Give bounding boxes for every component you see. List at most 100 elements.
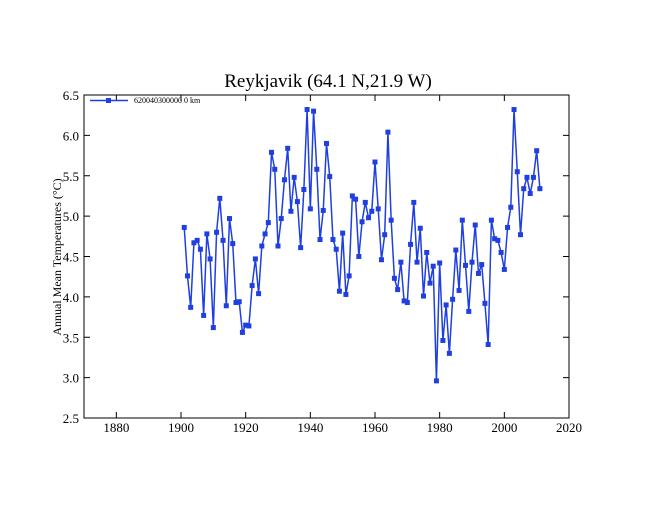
data-point: [324, 140, 329, 146]
data-point: [191, 240, 197, 246]
data-point: [294, 199, 300, 205]
data-point: [291, 174, 297, 180]
data-point: [236, 299, 242, 305]
y-tick-label: 2.5: [63, 411, 79, 426]
legend: 620040300000 0 km: [90, 96, 201, 105]
data-point: [440, 337, 446, 343]
data-point: [197, 246, 203, 252]
data-point: [378, 257, 384, 263]
data-point: [210, 325, 216, 331]
data-point: [482, 300, 488, 306]
y-tick-label: 6.0: [63, 128, 79, 143]
y-axis-label: Annual Mean Temperatures (°C): [50, 178, 64, 335]
data-point: [230, 241, 236, 247]
x-tick-label: 1900: [168, 420, 194, 435]
data-point: [256, 291, 262, 297]
data-point: [285, 145, 291, 151]
data-point: [437, 260, 443, 266]
data-point: [265, 220, 271, 226]
data-point: [414, 259, 420, 265]
data-point: [336, 288, 342, 294]
data-point: [446, 350, 452, 356]
data-point: [524, 174, 530, 180]
data-point: [382, 232, 388, 238]
data-point: [466, 308, 472, 314]
data-point: [188, 304, 194, 310]
y-tick-label: 5.5: [63, 169, 79, 184]
data-point: [459, 217, 465, 223]
data-point: [417, 225, 423, 231]
data-point: [521, 186, 527, 192]
data-point: [469, 259, 475, 265]
series-line: [183, 108, 541, 382]
data-point: [184, 273, 190, 279]
y-tick-label: 3.0: [63, 371, 79, 386]
data-point: [340, 230, 346, 236]
data-point: [249, 283, 255, 289]
legend-label: 620040300000 0 km: [134, 96, 201, 105]
data-point: [479, 262, 485, 268]
x-tick-label: 1880: [103, 420, 129, 435]
data-point: [388, 217, 394, 223]
data-point: [304, 107, 310, 113]
data-point: [534, 148, 540, 154]
data-point: [385, 129, 391, 135]
data-point: [356, 254, 362, 259]
data-point: [204, 231, 210, 237]
data-point: [398, 259, 404, 265]
data-point: [463, 262, 469, 268]
data-point: [252, 256, 258, 262]
data-point: [194, 237, 200, 243]
data-point: [301, 186, 307, 192]
data-point: [505, 224, 511, 230]
y-axis: 2.5 3.0 3.5 4.0 4.5 5.0 5.5 6.0 6.5: [63, 88, 569, 426]
data-point: [223, 303, 229, 309]
data-point: [518, 232, 523, 238]
data-point: [472, 222, 478, 228]
data-point: [333, 246, 339, 252]
x-tick-label: 1920: [233, 420, 259, 435]
data-point: [537, 186, 543, 192]
data-point: [201, 312, 207, 318]
data-point: [492, 236, 498, 242]
data-point: [314, 166, 320, 172]
data-point: [456, 287, 462, 293]
data-point: [346, 273, 352, 279]
data-point: [353, 196, 359, 202]
data-point: [343, 291, 349, 297]
data-point: [443, 302, 449, 308]
data-point: [272, 166, 278, 172]
data-point: [514, 169, 520, 175]
data-point: [278, 216, 284, 222]
data-point: [485, 342, 491, 348]
data-point: [259, 243, 265, 249]
chart-title: Reykjavik (64.1 N,21.9 W): [224, 71, 432, 92]
data-point: [366, 215, 372, 221]
data-point: [453, 247, 459, 253]
data-point: [375, 206, 381, 212]
data-point: [511, 107, 517, 113]
data-point: [401, 298, 407, 304]
x-tick-label: 2000: [491, 420, 517, 435]
data-point: [317, 237, 323, 243]
data-point: [369, 208, 375, 214]
data-point: [450, 296, 456, 302]
data-point: [359, 219, 365, 225]
y-tick-label: 6.5: [63, 88, 79, 103]
data-point: [181, 224, 187, 230]
x-tick-label: 1960: [362, 420, 388, 435]
data-point: [320, 207, 326, 213]
data-point: [527, 191, 533, 197]
data-point: [421, 293, 426, 299]
data-point: [391, 275, 397, 281]
data-point: [330, 237, 336, 243]
data-point: [362, 199, 368, 205]
data-point: [430, 263, 436, 269]
data-point: [488, 217, 494, 223]
data-point: [227, 216, 232, 222]
data-point: [475, 270, 481, 276]
data-point: [239, 329, 245, 335]
data-point: [508, 204, 514, 210]
